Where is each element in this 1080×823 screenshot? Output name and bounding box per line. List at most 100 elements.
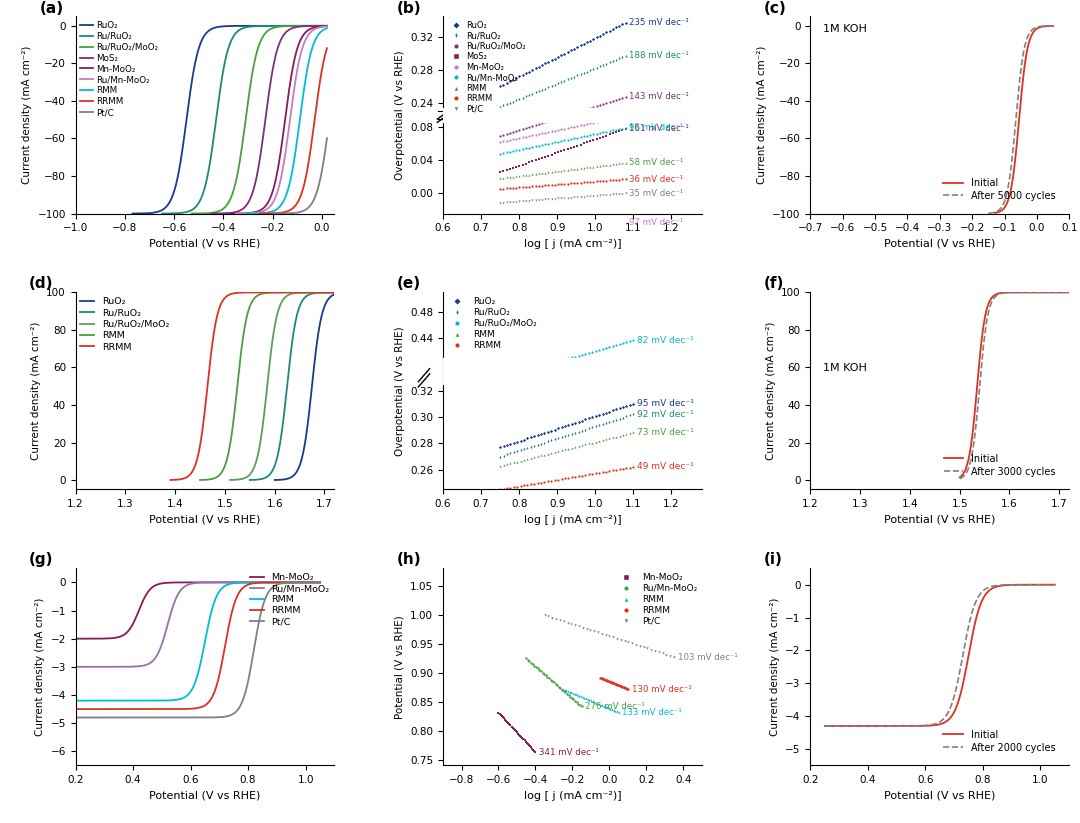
Point xyxy=(546,192,564,205)
Point xyxy=(498,171,515,184)
Point xyxy=(606,677,623,690)
Point xyxy=(546,356,564,369)
Ru/RuO₂ xyxy=(256,474,269,484)
Point xyxy=(573,700,591,713)
Point xyxy=(532,665,550,678)
RuO₂ xyxy=(136,208,149,218)
MoS₂ xyxy=(321,21,334,30)
Point xyxy=(540,193,557,206)
Point xyxy=(543,179,561,192)
Point xyxy=(515,365,532,378)
Line: Ru/RuO₂/MoO₂: Ru/RuO₂/MoO₂ xyxy=(230,292,335,480)
Point xyxy=(618,427,635,440)
RRMM xyxy=(217,294,230,304)
Point xyxy=(527,179,544,193)
Point xyxy=(556,177,573,190)
MoS₂ xyxy=(205,208,218,218)
Ru/RuO₂ xyxy=(243,475,256,485)
Point xyxy=(580,346,597,359)
Point xyxy=(539,670,556,683)
Point xyxy=(556,683,573,696)
Legend: RuO₂, Ru/RuO₂, Ru/RuO₂/MoO₂, RMM, RRMM: RuO₂, Ru/RuO₂, Ru/RuO₂/MoO₂, RMM, RRMM xyxy=(447,297,537,350)
Point xyxy=(572,176,590,189)
Point xyxy=(597,125,615,138)
Text: (e): (e) xyxy=(396,277,420,291)
Point xyxy=(543,79,561,92)
Point xyxy=(517,735,535,748)
Point xyxy=(608,430,625,443)
Point xyxy=(512,729,529,742)
Point xyxy=(527,746,544,759)
Point xyxy=(597,433,615,446)
Mn-MoO₂ xyxy=(308,578,321,588)
Point xyxy=(594,417,611,430)
Point xyxy=(588,696,605,709)
Initial xyxy=(1049,579,1062,589)
Point xyxy=(508,195,525,208)
Initial xyxy=(986,584,999,593)
Point xyxy=(604,430,621,444)
RRMM xyxy=(170,475,183,485)
Point xyxy=(556,47,573,60)
Point xyxy=(508,133,525,146)
Point xyxy=(620,635,637,649)
Point xyxy=(569,176,586,189)
Point xyxy=(597,96,615,109)
Ru/RuO₂ xyxy=(156,208,168,218)
Legend: Initial, After 5000 cycles: Initial, After 5000 cycles xyxy=(940,174,1059,205)
Initial xyxy=(1030,24,1043,34)
Point xyxy=(550,77,567,90)
Text: 49 mV dec⁻¹: 49 mV dec⁻¹ xyxy=(637,463,693,472)
Point xyxy=(546,178,564,191)
Point xyxy=(569,190,586,203)
Point xyxy=(576,66,593,79)
Point xyxy=(495,458,512,472)
After 3000 cycles xyxy=(967,444,980,454)
Point xyxy=(526,439,543,453)
Point xyxy=(527,154,544,167)
Point xyxy=(577,423,594,436)
Point xyxy=(563,142,580,155)
Point xyxy=(524,128,541,142)
Ru/Mn-MoO₂ xyxy=(215,578,228,588)
Point xyxy=(561,685,578,698)
Point xyxy=(579,692,596,705)
Text: 95 mV dec⁻¹: 95 mV dec⁻¹ xyxy=(630,123,684,133)
Ru/RuO₂/MoO₂ xyxy=(286,289,299,299)
Point xyxy=(643,643,660,656)
Point xyxy=(522,740,539,753)
RRMM xyxy=(300,170,313,180)
Point xyxy=(495,710,512,723)
Point xyxy=(617,156,634,169)
Point xyxy=(569,131,586,144)
Point xyxy=(594,434,611,447)
Point xyxy=(511,728,528,742)
Point xyxy=(504,73,522,86)
After 5000 cycles xyxy=(1003,174,1016,184)
Point xyxy=(582,189,599,202)
Point xyxy=(608,338,625,351)
Point xyxy=(563,417,580,430)
Text: 58 mV dec⁻¹: 58 mV dec⁻¹ xyxy=(630,158,684,167)
Point xyxy=(612,680,630,693)
Point xyxy=(582,117,599,130)
Point xyxy=(529,438,546,451)
Mn-MoO₂ xyxy=(294,37,307,47)
Pt/C xyxy=(283,208,296,218)
Point xyxy=(654,647,672,660)
Point xyxy=(492,709,510,722)
Point xyxy=(556,472,573,485)
Point xyxy=(527,660,544,673)
Point xyxy=(624,407,642,421)
Line: Initial: Initial xyxy=(825,584,1055,726)
After 2000 cycles xyxy=(1049,579,1062,589)
After 3000 cycles xyxy=(954,473,967,483)
Point xyxy=(570,697,588,710)
Point xyxy=(515,443,532,456)
Point xyxy=(532,476,550,489)
Point xyxy=(526,451,543,464)
Point xyxy=(563,163,580,176)
RMM xyxy=(266,207,279,216)
Point xyxy=(585,625,603,638)
Point xyxy=(585,116,603,129)
